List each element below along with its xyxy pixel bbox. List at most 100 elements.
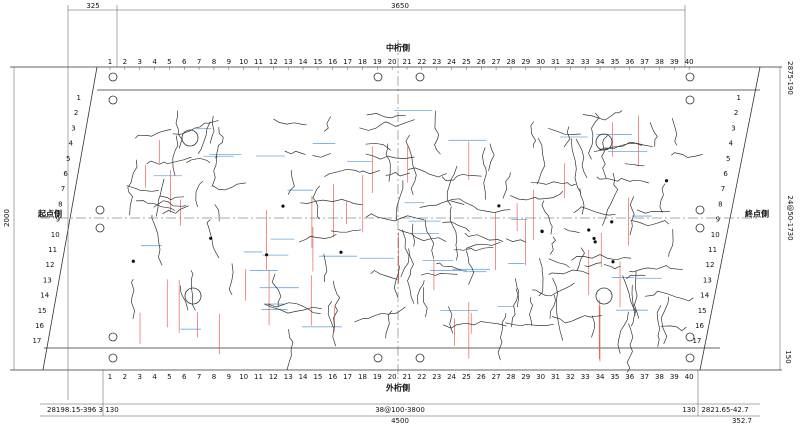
row-number: 10 bbox=[51, 231, 60, 239]
column-number: 27 bbox=[492, 373, 501, 381]
crack bbox=[548, 269, 590, 275]
row-number: 13 bbox=[43, 276, 52, 284]
crack bbox=[330, 229, 362, 233]
crack bbox=[134, 129, 172, 139]
dimension: 130 bbox=[105, 406, 118, 414]
row-number: 7 bbox=[61, 185, 65, 193]
crack bbox=[284, 150, 306, 155]
side-label: 終点側 bbox=[745, 209, 769, 219]
crack bbox=[411, 223, 415, 247]
column-number: 10 bbox=[239, 58, 248, 66]
crack bbox=[502, 172, 511, 199]
marker-dot bbox=[587, 228, 591, 232]
crack bbox=[541, 200, 553, 235]
crack bbox=[603, 263, 621, 270]
marker-dot bbox=[339, 250, 343, 254]
bolt-hole bbox=[108, 72, 118, 82]
crack bbox=[634, 270, 640, 319]
crack bbox=[668, 229, 674, 257]
dimension: 3650 bbox=[391, 2, 409, 10]
crack bbox=[417, 280, 425, 305]
column-number: 19 bbox=[373, 58, 382, 66]
crack bbox=[197, 121, 211, 154]
dimension: 130 bbox=[682, 406, 695, 414]
crack bbox=[622, 275, 637, 327]
column-number: 31 bbox=[551, 58, 560, 66]
crack bbox=[267, 302, 321, 314]
dimension: 2875-190 bbox=[786, 61, 794, 95]
crack bbox=[617, 311, 629, 354]
column-number: 8 bbox=[212, 58, 216, 66]
crack bbox=[151, 214, 163, 266]
row-number: 9 bbox=[716, 216, 720, 224]
column-number: 32 bbox=[566, 373, 575, 381]
row-number: 1 bbox=[736, 94, 740, 102]
crack bbox=[172, 120, 219, 135]
bolt-hole bbox=[685, 332, 695, 342]
column-number: 36 bbox=[625, 58, 634, 66]
crack bbox=[596, 176, 649, 184]
crack bbox=[447, 306, 454, 334]
crack bbox=[659, 183, 666, 213]
row-number: 2 bbox=[74, 109, 78, 117]
crack bbox=[395, 180, 404, 221]
crack bbox=[538, 257, 544, 297]
bolt-hole bbox=[108, 332, 118, 342]
row-number: 6 bbox=[723, 170, 728, 178]
crack bbox=[656, 305, 662, 347]
crack bbox=[593, 142, 643, 153]
crack bbox=[576, 247, 585, 272]
crack bbox=[434, 110, 441, 155]
dimension: 2000 bbox=[3, 209, 11, 227]
column-number: 25 bbox=[462, 58, 471, 66]
column-number: 7 bbox=[197, 373, 201, 381]
crack bbox=[146, 156, 192, 165]
column-number: 37 bbox=[640, 373, 649, 381]
crack bbox=[505, 238, 527, 243]
row-number: 14 bbox=[700, 292, 709, 300]
row-number: 6 bbox=[63, 170, 68, 178]
column-number: 14 bbox=[299, 373, 308, 381]
column-number: 10 bbox=[239, 373, 248, 381]
bolt-hole bbox=[108, 353, 118, 363]
column-number: 29 bbox=[521, 58, 530, 66]
crack bbox=[563, 126, 571, 148]
column-number: 2 bbox=[123, 58, 127, 66]
crack bbox=[488, 143, 495, 171]
crack bbox=[450, 198, 511, 213]
spall-mark bbox=[181, 129, 199, 147]
crack bbox=[324, 116, 331, 132]
crack bbox=[393, 265, 400, 298]
crack bbox=[407, 248, 415, 304]
dimension: 24@50-1730 bbox=[786, 195, 794, 240]
crack bbox=[332, 280, 341, 328]
crack bbox=[126, 185, 159, 192]
crack bbox=[359, 119, 415, 131]
crack bbox=[624, 163, 645, 167]
marker-dot bbox=[209, 236, 213, 240]
crack bbox=[273, 118, 307, 126]
column-number: 26 bbox=[477, 373, 486, 381]
row-number: 15 bbox=[38, 307, 47, 315]
column-number: 11 bbox=[254, 58, 263, 66]
crack bbox=[206, 219, 220, 259]
crack bbox=[400, 229, 410, 278]
column-number: 33 bbox=[581, 58, 590, 66]
column-number: 39 bbox=[670, 373, 679, 381]
bolt-hole bbox=[415, 72, 425, 82]
column-number: 18 bbox=[358, 58, 367, 66]
crack bbox=[155, 178, 165, 217]
crack bbox=[660, 325, 687, 332]
crack bbox=[602, 172, 619, 226]
crack bbox=[625, 274, 646, 280]
crack bbox=[582, 110, 623, 121]
crack bbox=[552, 277, 564, 341]
crack-map bbox=[126, 110, 703, 373]
column-number: 34 bbox=[596, 373, 605, 381]
column-number: 20 bbox=[388, 58, 397, 66]
column-number: 16 bbox=[328, 373, 337, 381]
row-number: 7 bbox=[721, 185, 725, 193]
crack bbox=[564, 228, 580, 234]
crack bbox=[505, 322, 554, 327]
crack bbox=[442, 321, 507, 329]
